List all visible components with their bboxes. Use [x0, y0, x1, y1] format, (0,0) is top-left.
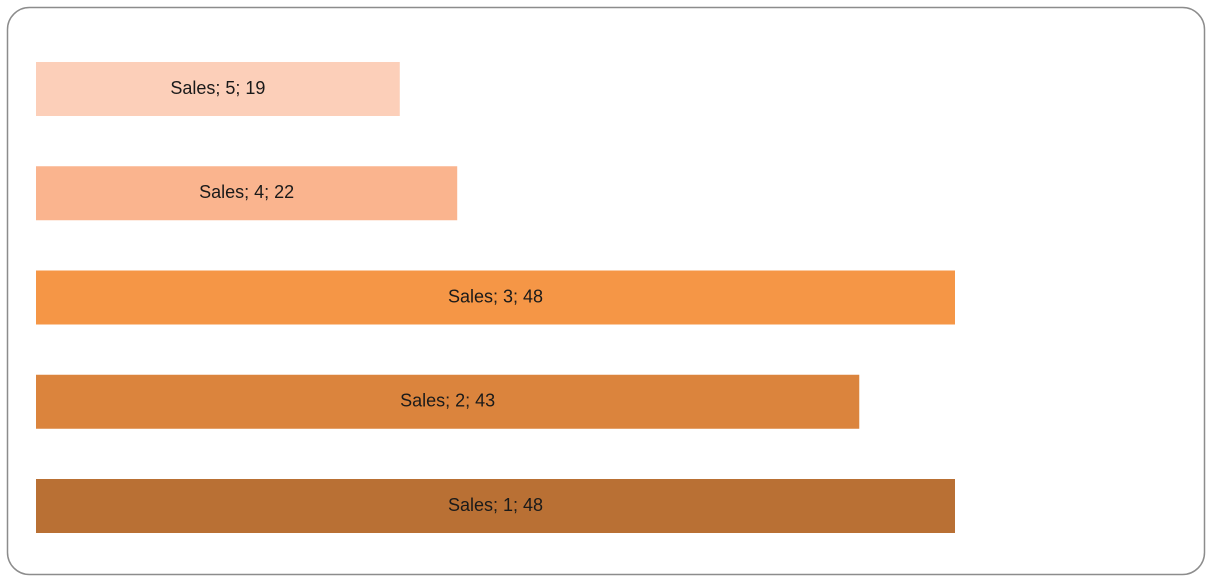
bar	[36, 166, 458, 221]
data-label: Sales; 2; 43	[400, 391, 495, 411]
bar	[36, 479, 955, 533]
bar	[36, 270, 955, 325]
data-label: Sales; 3; 48	[448, 286, 543, 306]
bar	[36, 374, 860, 429]
data-label: Sales; 1; 48	[448, 495, 543, 515]
data-label: Sales; 5; 19	[170, 78, 265, 98]
bar	[36, 62, 400, 116]
data-label: Sales; 4; 22	[199, 182, 294, 202]
